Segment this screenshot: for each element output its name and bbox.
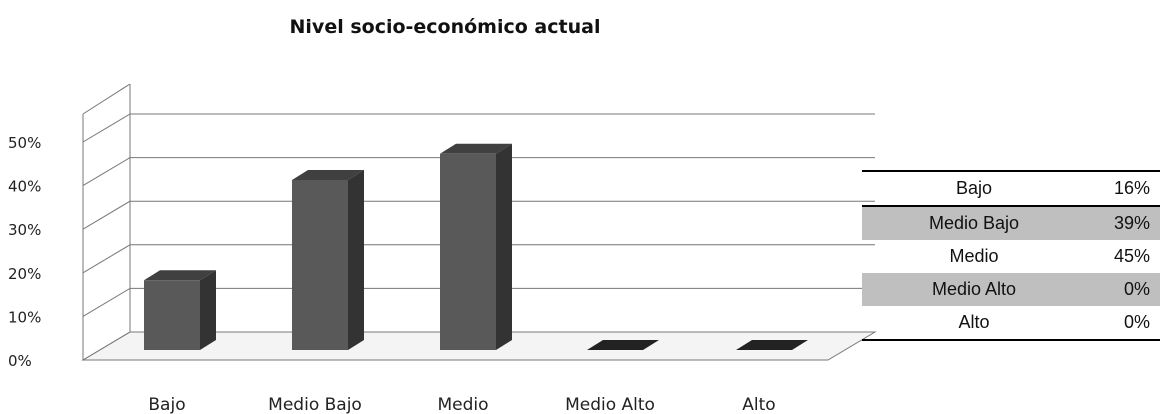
table-category: Medio (949, 246, 999, 266)
bars-layer (144, 143, 808, 350)
bar-top (587, 340, 659, 350)
gridline-diagonal (82, 287, 131, 317)
table-category: Alto (958, 312, 990, 332)
chart-title: Nivel socio-económico actual (289, 16, 601, 38)
table-category: Medio Alto (862, 273, 1086, 306)
x-tick-label: Medio Bajo (268, 395, 362, 414)
table-row: Alto 0% (862, 306, 1160, 340)
x-tick-labels: Bajo Medio Bajo Medio Medio Alto Alto (148, 395, 775, 414)
bar-front (144, 280, 200, 350)
table-value: 39% (1086, 205, 1160, 240)
data-table: Bajo 16% Medio Bajo 39% Medio 45% Medio Alto 0%… (862, 170, 1160, 341)
bar-front (440, 153, 496, 350)
table-row: Medio Bajo 39% (862, 205, 1160, 240)
table-category: Medio Bajo (862, 205, 1086, 240)
table-value: 45% (1113, 246, 1150, 266)
bar-front (292, 179, 348, 350)
table-row: Medio Alto 0% (862, 273, 1160, 306)
wall-cap (82, 83, 131, 115)
table-value: 16% (1113, 178, 1150, 198)
y-tick-label: 50% (8, 134, 41, 152)
bar-top (292, 169, 364, 180)
bar (292, 169, 364, 350)
gridline-diagonal (82, 157, 131, 187)
bar (587, 340, 659, 350)
table-row: Medio 45% (862, 240, 1160, 273)
gridline-diagonal (82, 113, 131, 143)
bar-side (348, 169, 364, 350)
y-tick-labels: 0% 10% 20% 30% 40% 50% (8, 134, 41, 370)
table-value: 0% (1086, 273, 1160, 306)
table-category: Bajo (955, 178, 993, 198)
bar-top (440, 143, 512, 154)
bar-side (200, 270, 216, 350)
bar (440, 143, 512, 350)
bar-top (736, 340, 808, 350)
y-tick-label: 30% (8, 221, 41, 239)
bar-side (496, 143, 512, 350)
y-tick-label: 0% (8, 352, 32, 370)
table-value: 0% (1123, 312, 1150, 332)
gridline-diagonal (82, 331, 131, 361)
x-tick-label: Bajo (148, 395, 185, 414)
gridline-diagonal (82, 200, 131, 230)
x-tick-label: Medio Alto (565, 395, 655, 414)
gridline-diagonal (82, 244, 131, 274)
bar (736, 340, 808, 350)
y-tick-label: 40% (8, 178, 41, 196)
bar-top (144, 270, 216, 281)
x-tick-label: Alto (742, 395, 775, 414)
x-tick-label: Medio (437, 395, 488, 414)
table-row: Bajo 16% (862, 171, 1160, 206)
y-tick-label: 10% (8, 308, 41, 326)
bar (144, 270, 216, 350)
y-tick-label: 20% (8, 265, 41, 283)
